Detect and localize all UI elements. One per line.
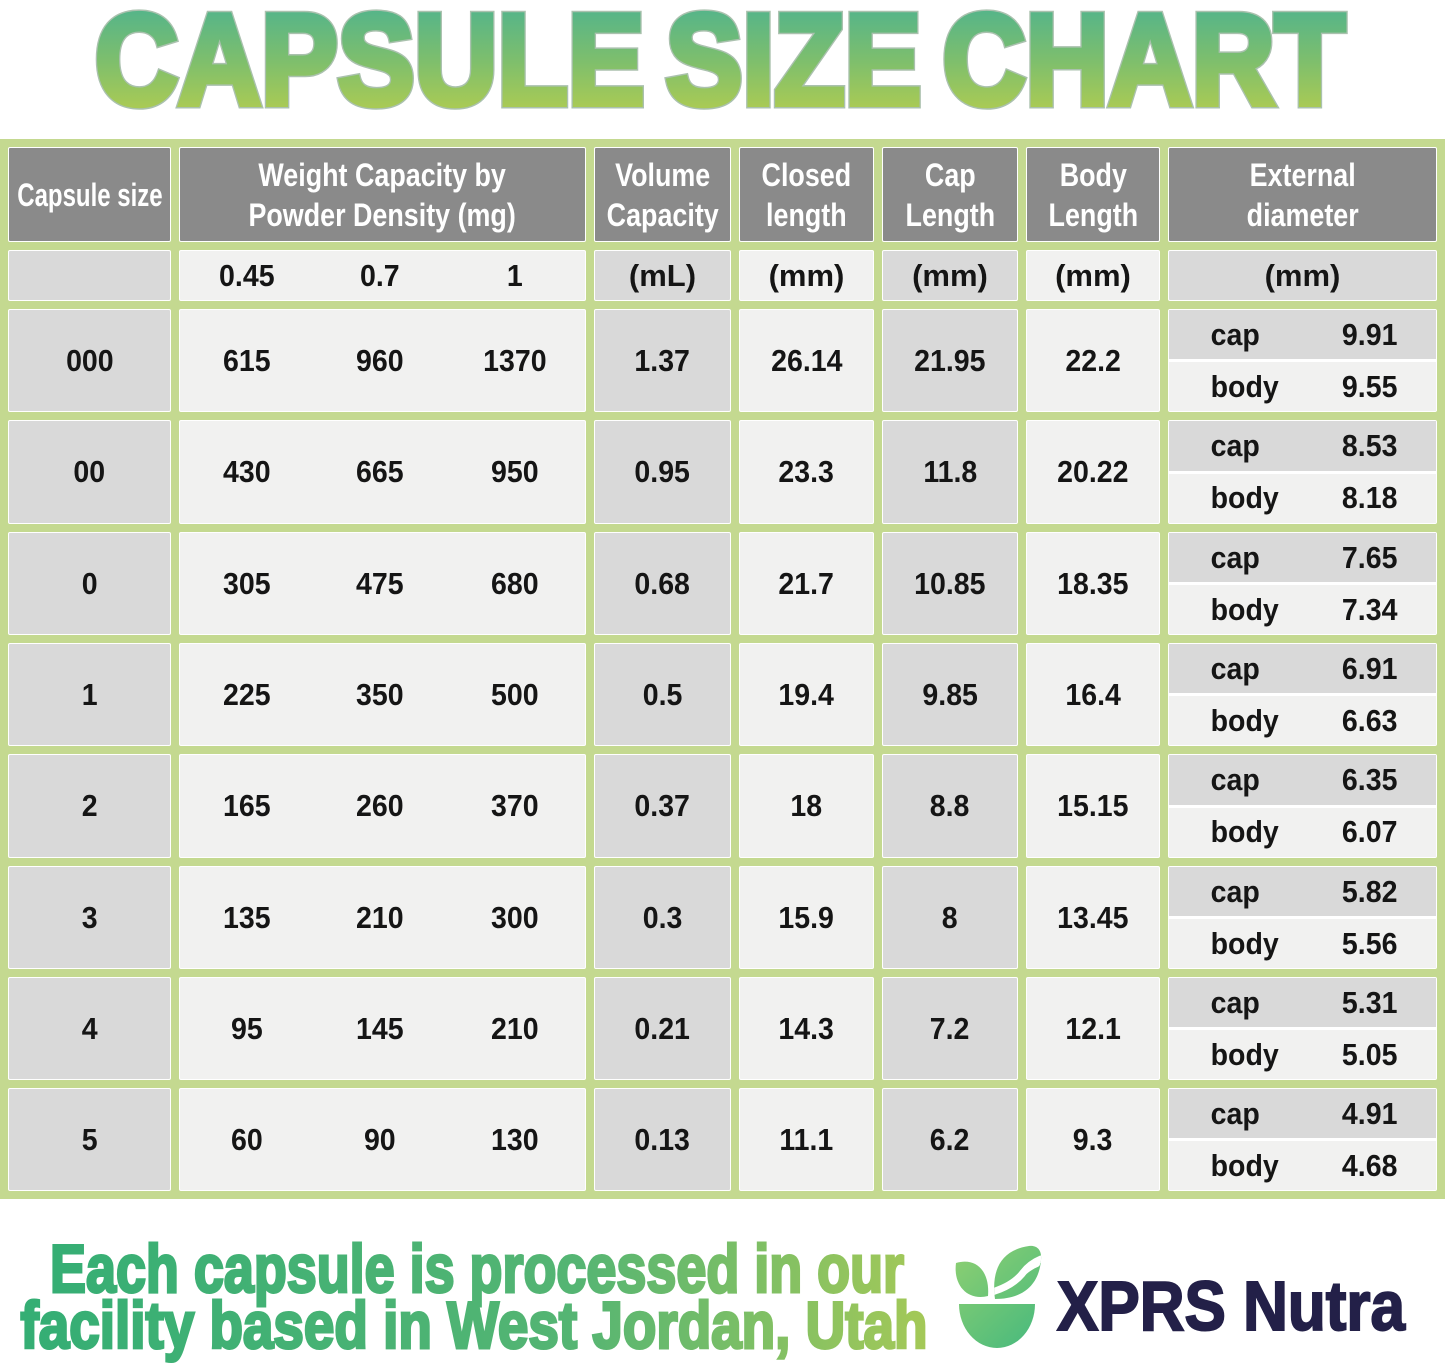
svg-text:Each capsule is processed in o: Each capsule is processed in our [50,1231,904,1307]
svg-text:CAPSULE SIZE CHART: CAPSULE SIZE CHART [95,0,1345,132]
svg-text:XPRS Nutra: XPRS Nutra [1057,1267,1406,1345]
svg-text:facility based in West Jordan,: facility based in West Jordan, Utah [21,1288,928,1362]
svg-text:CAPSULE SIZE CHART: CAPSULE SIZE CHART [95,0,1345,132]
